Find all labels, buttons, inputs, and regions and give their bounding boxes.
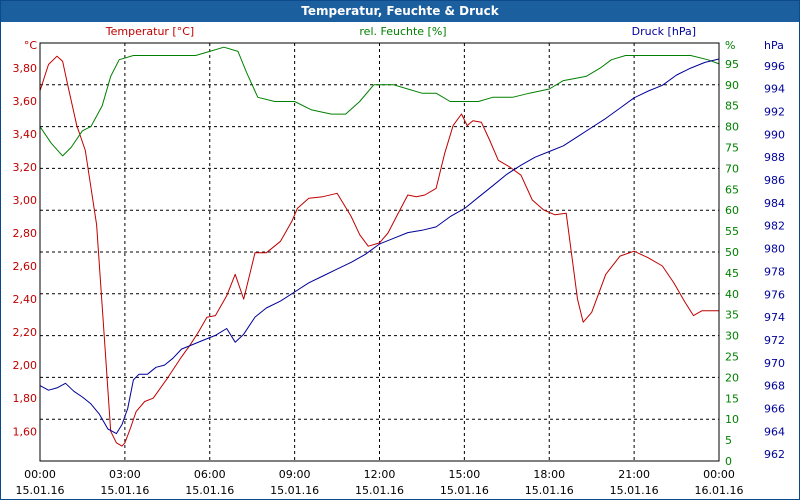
plot-border — [39, 42, 720, 462]
temperature-tick-label: 2,20 — [13, 326, 38, 339]
date-tick-label: 15.01.16 — [440, 484, 489, 497]
temperature-tick-label: 2,60 — [13, 260, 38, 273]
humidity-tick-label: 75 — [725, 142, 739, 155]
pressure-tick-label: 996 — [764, 60, 785, 73]
time-tick-label: 00:00 — [24, 468, 56, 481]
pressure-unit-label: hPa — [764, 39, 784, 52]
humidity-tick-label: 55 — [725, 225, 739, 238]
temperature-tick-label: 1,60 — [13, 425, 38, 438]
humidity-axis-label: rel. Feuchte [%] — [359, 25, 446, 38]
humidity-tick-label: 5 — [725, 434, 732, 447]
date-tick-label: 15.01.16 — [100, 484, 149, 497]
chart-title: Temperatur, Feuchte & Druck — [1, 1, 799, 22]
temperature-axis-label: Temperatur [°C] — [105, 25, 194, 38]
pressure-axis-label: Druck [hPa] — [632, 25, 696, 38]
time-tick-label: 12:00 — [364, 468, 396, 481]
temperature-tick-label: 2,80 — [13, 227, 38, 240]
temperature-tick-label: 3,20 — [13, 161, 38, 174]
humidity-axis-ticks: 0 5 10 15 20 25 30 35 40 45 50 55 60 65 70 75 80 85 90 95 — [725, 58, 739, 468]
date-tick-label: 16.01.16 — [695, 484, 744, 497]
humidity-tick-label: 35 — [725, 309, 739, 322]
time-tick-label: 03:00 — [109, 468, 141, 481]
humidity-tick-label: 60 — [725, 204, 739, 217]
humidity-tick-label: 45 — [725, 267, 739, 280]
pressure-tick-label: 986 — [764, 174, 785, 187]
humidity-tick-label: 0 — [725, 455, 732, 468]
date-tick-label: 15.01.16 — [270, 484, 319, 497]
pressure-tick-label: 966 — [764, 402, 785, 415]
temperature-tick-label: 3,80 — [13, 62, 38, 75]
time-tick-label: 06:00 — [194, 468, 226, 481]
humidity-tick-label: 95 — [725, 58, 739, 71]
date-tick-label: 15.01.16 — [16, 484, 65, 497]
time-tick-label: 18:00 — [533, 468, 565, 481]
humidity-tick-label: 25 — [725, 351, 739, 364]
pressure-tick-label: 982 — [764, 220, 785, 233]
pressure-axis-ticks: 962 964 966 968 970 972 974 976 978 980 982 984 986 9… — [764, 60, 785, 461]
humidity-tick-label: 30 — [725, 330, 739, 343]
pressure-tick-label: 994 — [764, 83, 785, 96]
pressure-tick-label: 964 — [764, 425, 785, 438]
pressure-tick-label: 988 — [764, 151, 785, 164]
temperature-tick-label: 2,40 — [13, 293, 38, 306]
pressure-tick-label: 974 — [764, 311, 785, 324]
pressure-tick-label: 962 — [764, 448, 785, 461]
humidity-tick-label: 40 — [725, 288, 739, 301]
pressure-tick-label: 970 — [764, 357, 785, 370]
time-tick-label: 00:00 — [703, 468, 735, 481]
temperature-tick-label: 3,60 — [13, 95, 38, 108]
humidity-tick-label: 10 — [725, 413, 739, 426]
date-tick-label: 15.01.16 — [355, 484, 404, 497]
humidity-tick-label: 85 — [725, 100, 739, 113]
humidity-tick-label: 80 — [725, 121, 739, 134]
humidity-tick-label: 20 — [725, 371, 739, 384]
time-axis-ticks: 00:00 15.01.16 03:00 15.01.16 06:00 15.01.16 0… — [16, 468, 744, 497]
pressure-tick-label: 976 — [764, 288, 785, 301]
series-lines — [39, 46, 720, 447]
pressure-line — [39, 58, 720, 435]
time-tick-label: 09:00 — [279, 468, 311, 481]
temperature-tick-label: 3,00 — [13, 194, 38, 207]
date-tick-label: 15.01.16 — [525, 484, 574, 497]
temperature-tick-label: 1,80 — [13, 392, 38, 405]
pressure-tick-label: 992 — [764, 106, 785, 119]
time-tick-label: 21:00 — [618, 468, 650, 481]
humidity-line — [39, 46, 720, 157]
date-tick-label: 15.01.16 — [610, 484, 659, 497]
time-tick-label: 15:00 — [449, 468, 481, 481]
pressure-tick-label: 980 — [764, 243, 785, 256]
pressure-tick-label: 968 — [764, 380, 785, 393]
pressure-tick-label: 984 — [764, 197, 785, 210]
humidity-tick-label: 70 — [725, 162, 739, 175]
temperature-axis-ticks: 1,60 1,80 2,00 2,20 2,40 2,60 2,80 3,00 3,20 3,40… — [13, 62, 38, 438]
pressure-tick-label: 978 — [764, 265, 785, 278]
temperature-unit-label: °C — [24, 39, 38, 52]
date-tick-label: 15.01.16 — [185, 484, 234, 497]
pressure-tick-label: 972 — [764, 334, 785, 347]
humidity-tick-label: 15 — [725, 392, 739, 405]
humidity-tick-label: 65 — [725, 183, 739, 196]
temperature-tick-label: 2,00 — [13, 359, 38, 372]
temperature-tick-label: 3,40 — [13, 128, 38, 141]
grid — [40, 43, 719, 461]
pressure-tick-label: 990 — [764, 128, 785, 141]
humidity-unit-label: % — [725, 39, 735, 52]
humidity-tick-label: 50 — [725, 246, 739, 259]
humidity-tick-label: 90 — [725, 79, 739, 92]
temperature-line — [39, 55, 719, 447]
